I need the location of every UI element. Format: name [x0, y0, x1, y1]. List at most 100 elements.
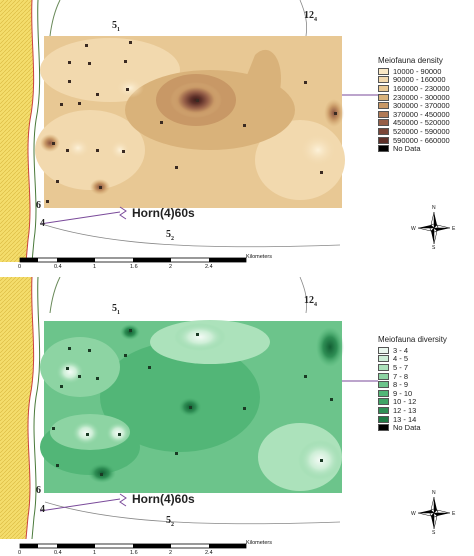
- horn-label: Horn(4)60s: [132, 206, 195, 220]
- diversity-map-panel: 51 124 52 6 4 Horn(4)60s Meiofauna diver…: [0, 277, 474, 556]
- legend-swatch: [378, 415, 389, 423]
- legend-swatch: [378, 381, 389, 389]
- legend-item: 450000 - 520000: [378, 118, 470, 128]
- legend-item: 5 - 7: [378, 363, 470, 372]
- legend-label: No Data: [393, 423, 421, 433]
- diversity-low: [56, 360, 84, 384]
- legend-swatch: [378, 84, 389, 92]
- legend-label: 450000 - 520000: [393, 118, 450, 128]
- coastline-red: [25, 277, 35, 540]
- legend-swatch: [378, 102, 389, 110]
- diversity-low: [174, 323, 226, 351]
- depth-label-52: 52: [166, 229, 174, 242]
- scale-tick-label: 0: [18, 264, 22, 270]
- legend-label: 8 - 9: [393, 380, 409, 390]
- scale-tick-label: 1.6: [130, 264, 138, 270]
- legend-item: 300000 - 370000: [378, 101, 470, 110]
- legend-label: 590000 - 660000: [393, 135, 450, 145]
- legend-label: 4 - 5: [393, 354, 409, 364]
- legend-swatch: [378, 389, 389, 397]
- legend-item: 370000 - 450000: [378, 110, 470, 119]
- legend-label: 520000 - 590000: [393, 126, 450, 136]
- scale-bar: [19, 543, 247, 549]
- legend-label: 12 - 13: [393, 405, 417, 415]
- compass-n: N: [432, 205, 436, 211]
- diversity-zone: [100, 342, 260, 452]
- legend-swatch: [378, 127, 389, 135]
- legend-swatch: [378, 355, 389, 363]
- legend-item: 9 - 10: [378, 389, 470, 398]
- compass-n: N: [432, 490, 436, 496]
- legend-swatch: [378, 398, 389, 406]
- legend-swatch: [378, 372, 389, 380]
- horn-marker: [119, 493, 127, 507]
- depth-contour: [49, 277, 61, 314]
- coastline-red: [25, 0, 35, 263]
- legend-item: 8 - 9: [378, 380, 470, 389]
- legend-label: 370000 - 450000: [393, 109, 450, 119]
- legend-swatch: [378, 93, 389, 101]
- legend-swatch: [378, 67, 389, 75]
- diversity-map: [0, 277, 451, 549]
- legend-label: 13 - 14: [393, 414, 417, 424]
- legend-label: 9 - 10: [393, 388, 413, 398]
- density-low: [110, 140, 130, 160]
- legend-item: 7 - 8: [378, 372, 470, 381]
- scale-tick-label: 2.4: [205, 550, 213, 556]
- depth-label-6: 6: [36, 200, 41, 211]
- legend-item: 90000 - 160000: [378, 75, 470, 85]
- legend-swatch: [378, 119, 389, 127]
- coastline-green: [31, 277, 41, 540]
- legend-label: 230000 - 300000: [393, 92, 450, 102]
- legend-swatch: [378, 346, 389, 354]
- legend-label: 300000 - 370000: [393, 101, 450, 111]
- scale-tick-label: 2.4: [205, 264, 213, 270]
- scale-tick-label: 2: [169, 550, 173, 556]
- scale-units: Kilometers: [246, 540, 272, 546]
- legend-label: 5 - 7: [393, 362, 409, 372]
- legend-item: No Data: [378, 423, 470, 432]
- horn-label: Horn(4)60s: [132, 492, 195, 506]
- scale-bar: [19, 257, 247, 263]
- scale-tick-label: 1: [93, 550, 97, 556]
- legend-item: 3 - 4: [378, 346, 470, 355]
- coastline-green: [31, 0, 41, 263]
- depth-label-52: 52: [166, 515, 174, 528]
- legend-title: Meiofauna density: [378, 56, 443, 65]
- density-low: [116, 78, 144, 98]
- depth-label-51: 51: [112, 20, 120, 33]
- legend-item: 160000 - 230000: [378, 84, 470, 93]
- sample-points: [46, 41, 337, 203]
- legend-item: 520000 - 590000: [378, 127, 470, 136]
- depth-contour: [49, 0, 61, 37]
- legend-swatch: [378, 110, 389, 118]
- legend-label: 7 - 8: [393, 371, 409, 381]
- density-low: [300, 134, 336, 166]
- density-map: [0, 0, 451, 263]
- legend-label: 160000 - 230000: [393, 83, 450, 93]
- compass-s: S: [432, 530, 436, 536]
- compass-rose: [417, 211, 451, 245]
- legend-item: 10000 - 90000: [378, 67, 470, 76]
- depth-contour: [44, 501, 341, 525]
- density-map-panel: 51 124 52 6 4 Horn(4)60s Meiofauna densi…: [0, 0, 474, 277]
- scale-tick-label: 1.6: [130, 550, 138, 556]
- legend-item: 12 - 13: [378, 406, 470, 415]
- density-legend: Meiofauna density 10000 - 90000 90000 - 1…: [378, 56, 470, 153]
- density-low: [66, 138, 90, 158]
- scale-tick-label: 0.4: [54, 550, 62, 556]
- scale-tick-label: 1: [93, 264, 97, 270]
- compass-rose: [417, 496, 451, 530]
- cable-line: [39, 211, 121, 225]
- compass-w: W: [411, 226, 416, 232]
- legend-item: 10 - 12: [378, 397, 470, 407]
- coastline-land: [0, 0, 34, 262]
- legend-label: 90000 - 160000: [393, 75, 446, 85]
- scale-tick-label: 0: [18, 550, 22, 556]
- legend-item: 590000 - 660000: [378, 136, 470, 145]
- scale-tick-label: 2: [169, 264, 173, 270]
- depth-label-4: 4: [40, 218, 45, 229]
- legend-label: 10 - 12: [393, 397, 417, 407]
- scale-tick-label: 0.4: [54, 264, 62, 270]
- depth-contour: [44, 224, 341, 248]
